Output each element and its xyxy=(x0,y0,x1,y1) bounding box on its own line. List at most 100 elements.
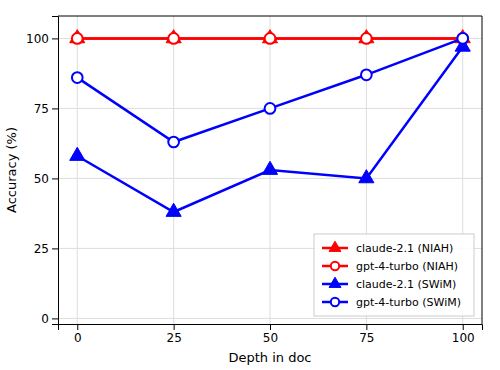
tick-mark xyxy=(52,318,58,319)
tick-label: 0 xyxy=(41,312,49,326)
point-shape xyxy=(361,69,372,80)
tick-mark xyxy=(77,324,78,330)
point xyxy=(359,30,374,43)
tick: 0 xyxy=(41,312,58,326)
tick-label: 100 xyxy=(26,32,49,46)
legend-item: claude-2.1 (NIAH) xyxy=(322,241,453,255)
point xyxy=(457,33,468,44)
point xyxy=(361,33,372,44)
point xyxy=(262,30,277,43)
tick: 100 xyxy=(452,324,475,345)
plot: 0 25 50 75 100 0 25 50 75 100 claude-2.1 (NIAH) gpt… xyxy=(26,16,482,345)
point xyxy=(166,203,181,216)
tick-mark xyxy=(52,248,58,249)
point xyxy=(70,147,85,160)
legend-marker xyxy=(331,262,339,270)
tick-label: 25 xyxy=(166,331,181,345)
point-shape xyxy=(166,30,181,43)
tick-mark xyxy=(52,38,58,39)
point-shape xyxy=(72,33,83,44)
legend-label: claude-2.1 (NIAH) xyxy=(356,242,453,255)
tick: 50 xyxy=(34,172,58,186)
tick-label: 100 xyxy=(452,331,475,345)
tick: 25 xyxy=(34,242,58,256)
point-shape xyxy=(70,147,85,160)
point-shape xyxy=(168,137,179,148)
legend-marker-shape xyxy=(329,277,341,287)
point xyxy=(262,161,277,174)
legend-marker xyxy=(331,298,339,306)
tick-mark xyxy=(52,178,58,179)
point xyxy=(166,30,181,43)
legend-box xyxy=(314,234,474,316)
legend-marker-shape xyxy=(331,262,339,270)
grid xyxy=(58,16,482,324)
y-axis: 0 25 50 75 100 xyxy=(26,17,58,326)
series-line xyxy=(77,38,462,142)
x-axis: 0 25 50 75 100 xyxy=(59,324,483,345)
legend: claude-2.1 (NIAH) gpt-4-turbo (NIAH) claud… xyxy=(314,234,474,316)
point-shape xyxy=(359,170,374,183)
legend-marker-shape xyxy=(329,241,341,251)
point-shape xyxy=(72,72,83,83)
legend-label: gpt-4-turbo (NIAH) xyxy=(356,260,458,273)
point-shape xyxy=(457,33,468,44)
tick-label: 0 xyxy=(74,331,82,345)
tick-mark xyxy=(366,324,367,330)
marks xyxy=(70,30,471,217)
grid-line xyxy=(58,318,482,319)
grid-line xyxy=(173,16,174,324)
axis-line xyxy=(59,325,483,331)
point xyxy=(168,33,179,44)
point-shape xyxy=(359,30,374,43)
legend-marker-shape xyxy=(331,298,339,306)
tick: 100 xyxy=(26,32,58,46)
tick-mark xyxy=(52,108,58,109)
point xyxy=(70,30,85,43)
point-shape xyxy=(457,33,468,44)
axis-line xyxy=(52,17,59,325)
point xyxy=(72,33,83,44)
tick-mark xyxy=(270,324,271,330)
point xyxy=(359,170,374,183)
tick: 0 xyxy=(74,324,82,345)
point-shape xyxy=(166,203,181,216)
chart: 0 25 50 75 100 0 25 50 75 100 claude-2.1 (NIAH) gpt… xyxy=(0,0,500,370)
legend-marker xyxy=(329,277,341,287)
point-shape xyxy=(361,33,372,44)
point xyxy=(72,72,83,83)
grid-line xyxy=(58,178,482,179)
legend-label: claude-2.1 (SWiM) xyxy=(356,278,456,291)
point xyxy=(265,103,276,114)
point-shape xyxy=(70,30,85,43)
legend-item: gpt-4-turbo (SWiM) xyxy=(322,296,461,309)
point-shape xyxy=(168,33,179,44)
y-axis-title: Accuracy (%) xyxy=(4,127,19,213)
series-line xyxy=(77,47,462,212)
frame xyxy=(482,16,483,324)
point xyxy=(361,69,372,80)
point xyxy=(457,33,468,44)
legend-item: gpt-4-turbo (NIAH) xyxy=(322,260,458,273)
point-shape xyxy=(262,30,277,43)
tick: 50 xyxy=(263,324,278,345)
point xyxy=(168,137,179,148)
frame xyxy=(58,16,482,17)
tick: 75 xyxy=(359,324,374,345)
tick-label: 75 xyxy=(359,331,374,345)
tick-label: 75 xyxy=(34,102,49,116)
grid-line xyxy=(77,16,78,324)
x-axis-title: Depth in doc xyxy=(228,350,311,365)
tick-mark xyxy=(174,324,175,330)
point-shape xyxy=(455,30,470,43)
point-shape xyxy=(265,103,276,114)
tick: 75 xyxy=(34,102,58,116)
tick-label: 50 xyxy=(34,172,49,186)
point xyxy=(455,30,470,43)
legend-marker xyxy=(329,241,341,251)
point xyxy=(265,33,276,44)
tick-mark xyxy=(463,324,464,330)
legend-item: claude-2.1 (SWiM) xyxy=(322,277,456,291)
tick-label: 25 xyxy=(34,242,49,256)
legend-label: gpt-4-turbo (SWiM) xyxy=(356,296,461,309)
